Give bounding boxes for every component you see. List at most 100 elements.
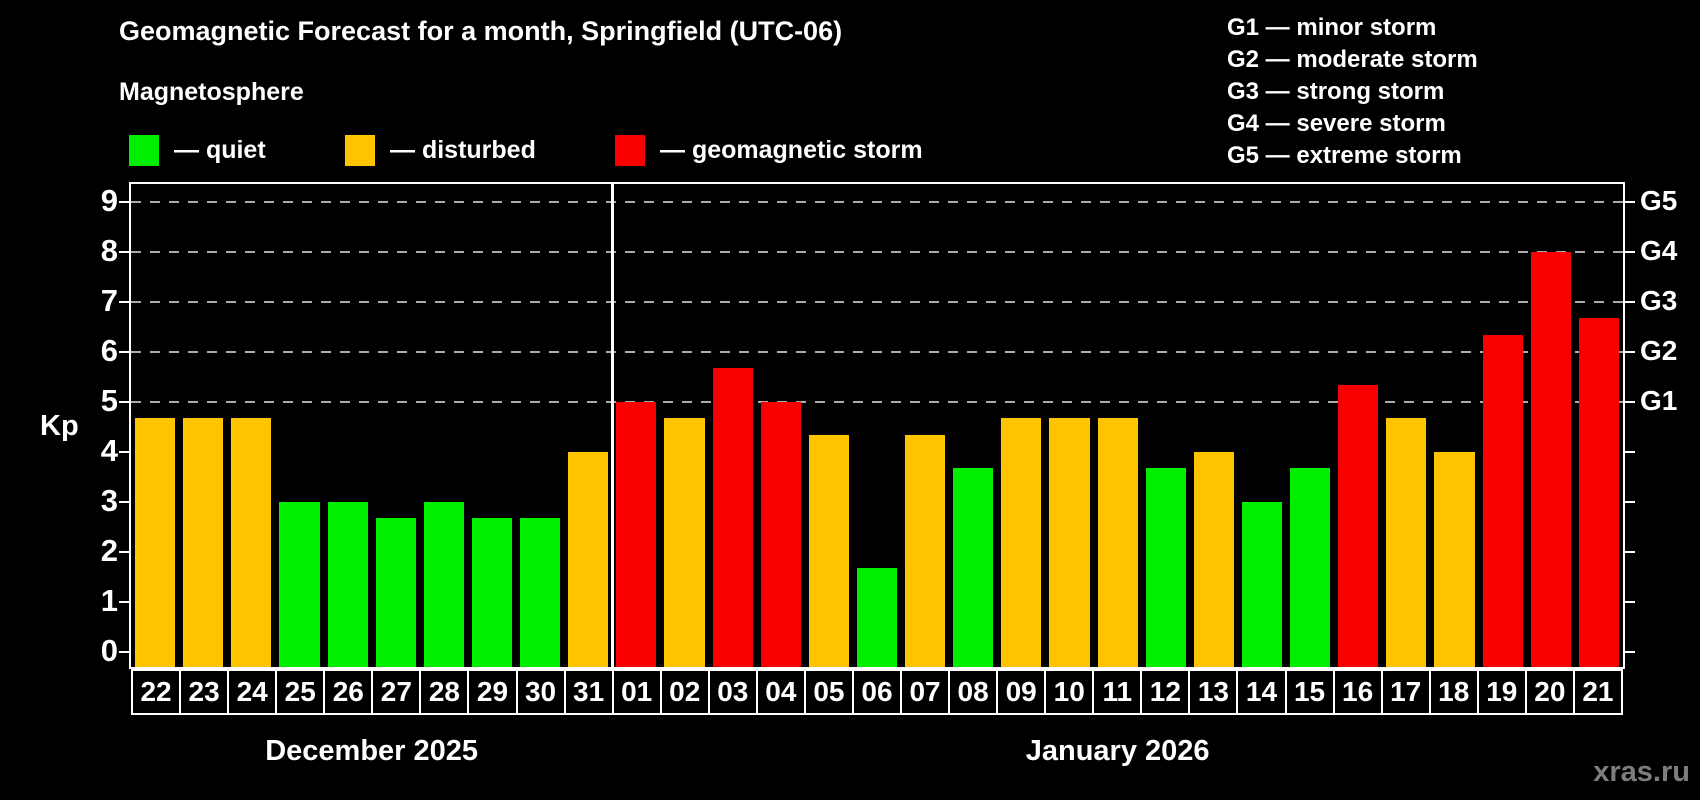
y-axis-tick [119,600,131,603]
y-axis-tick-label: 6 [100,332,118,368]
month-label-january: January 2026 [1025,735,1210,767]
kp-bar-21 [1578,318,1619,667]
date-cell-05: 05 [803,669,854,715]
date-cell-10: 10 [1044,669,1095,715]
chart-title: Geomagnetic Forecast for a month, Spring… [119,16,843,46]
y-axis-tick [119,400,131,403]
kp-bar-23 [183,418,224,667]
legend-label-disturbed: — disturbed [390,135,536,164]
date-cell-21: 21 [1572,669,1623,715]
y-axis-tick [119,500,131,503]
date-cell-19: 19 [1476,669,1527,715]
kp-bar-22 [135,418,176,667]
y-axis-tick-label: 4 [100,432,118,468]
kp-bar-13 [1193,451,1234,667]
date-cell-15: 15 [1284,669,1335,715]
storm-scale-line: G1 — minor storm [1227,14,1437,41]
chart-subtitle: Magnetosphere [119,78,304,106]
kp-bar-05 [808,435,849,667]
right-axis-tick [1623,200,1635,203]
y-axis-tick [119,300,131,303]
date-cell-06: 06 [851,669,902,715]
storm-scale-line: G5 — extreme storm [1227,142,1462,169]
date-cell-11: 11 [1092,669,1143,715]
kp-bar-02 [664,418,705,667]
kp-bar-09 [1001,418,1042,667]
date-cell-16: 16 [1332,669,1383,715]
y-axis-tick-label: 0 [100,632,118,668]
kp-bar-12 [1145,468,1186,667]
kp-bar-15 [1290,468,1331,667]
date-cell-24: 24 [227,669,278,715]
date-cell-22: 22 [131,669,182,715]
month-label-december: December 2025 [265,735,479,767]
legend-swatch-disturbed [345,134,375,166]
kp-bar-10 [1049,418,1090,667]
date-cell-18: 18 [1428,669,1479,715]
storm-scale-legend: G1 — minor storm G2 — moderate storm G3 — … [1227,12,1478,172]
date-cell-01: 01 [611,669,662,715]
kp-bar-24 [231,418,272,667]
watermark: xras.ru [1593,756,1690,788]
kp-gridline-5 [131,400,1623,403]
kp-bar-29 [471,518,513,667]
kp-gridline-6 [131,350,1623,353]
right-axis-tick [1623,300,1635,303]
kp-bar-18 [1434,451,1475,667]
kp-bar-17 [1386,418,1427,667]
right-axis-tick [1623,350,1635,353]
right-axis-tick [1623,650,1635,653]
kp-bar-07 [905,435,946,667]
y-axis-tick [119,200,131,203]
y-axis-tick [119,450,131,453]
kp-bar-16 [1338,385,1379,667]
date-cell-12: 12 [1140,669,1191,715]
date-cell-08: 08 [948,669,999,715]
date-cell-20: 20 [1524,669,1575,715]
month-separator [610,184,614,667]
kp-bar-26 [327,501,368,667]
y-axis-tick [119,250,131,253]
date-cell-03: 03 [707,669,758,715]
right-axis-tick [1623,450,1635,453]
date-cell-31: 31 [563,669,614,715]
kp-bar-14 [1241,501,1283,667]
storm-scale-line: G4 — severe storm [1227,110,1446,137]
g-scale-label-G2: G2 [1640,334,1678,366]
legend-item-quiet: — quiet [129,134,266,166]
date-cell-25: 25 [275,669,326,715]
y-axis-tick-label: 8 [100,232,118,268]
date-cell-04: 04 [755,669,806,715]
date-cell-23: 23 [179,669,230,715]
date-cell-14: 14 [1236,669,1287,715]
kp-bar-01 [616,401,657,667]
plot-area [131,184,1623,667]
kp-bar-04 [760,401,801,667]
right-axis-tick [1623,500,1635,503]
date-cell-17: 17 [1380,669,1431,715]
kp-bar-30 [520,518,561,667]
y-axis-tick-label: 7 [100,282,118,318]
y-axis-title: Kp [40,410,79,442]
kp-bar-19 [1482,335,1523,667]
g-scale-label-G3: G3 [1640,284,1678,316]
kp-gridline-8 [131,250,1623,253]
date-cell-09: 09 [996,669,1047,715]
legend-swatch-quiet [129,134,159,166]
storm-scale-line: G2 — moderate storm [1227,46,1478,73]
kp-bar-03 [712,368,753,667]
kp-bar-25 [279,501,320,667]
date-cell-28: 28 [419,669,470,715]
date-cell-27: 27 [371,669,422,715]
y-axis-tick-label: 2 [100,532,118,568]
date-cell-30: 30 [515,669,566,715]
y-axis-tick-label: 5 [100,382,118,418]
y-axis-tick-label: 3 [100,482,118,518]
date-axis: 22 23 24 25 26 27 28 29 30 31 01 02 03 04 05 06 07 08 09 10… [131,669,1623,715]
right-axis-tick [1623,400,1635,403]
g-scale-label-G4: G4 [1640,234,1678,266]
date-cell-29: 29 [467,669,518,715]
kp-bar-31 [568,451,609,667]
legend-item-disturbed: — disturbed [345,134,536,166]
